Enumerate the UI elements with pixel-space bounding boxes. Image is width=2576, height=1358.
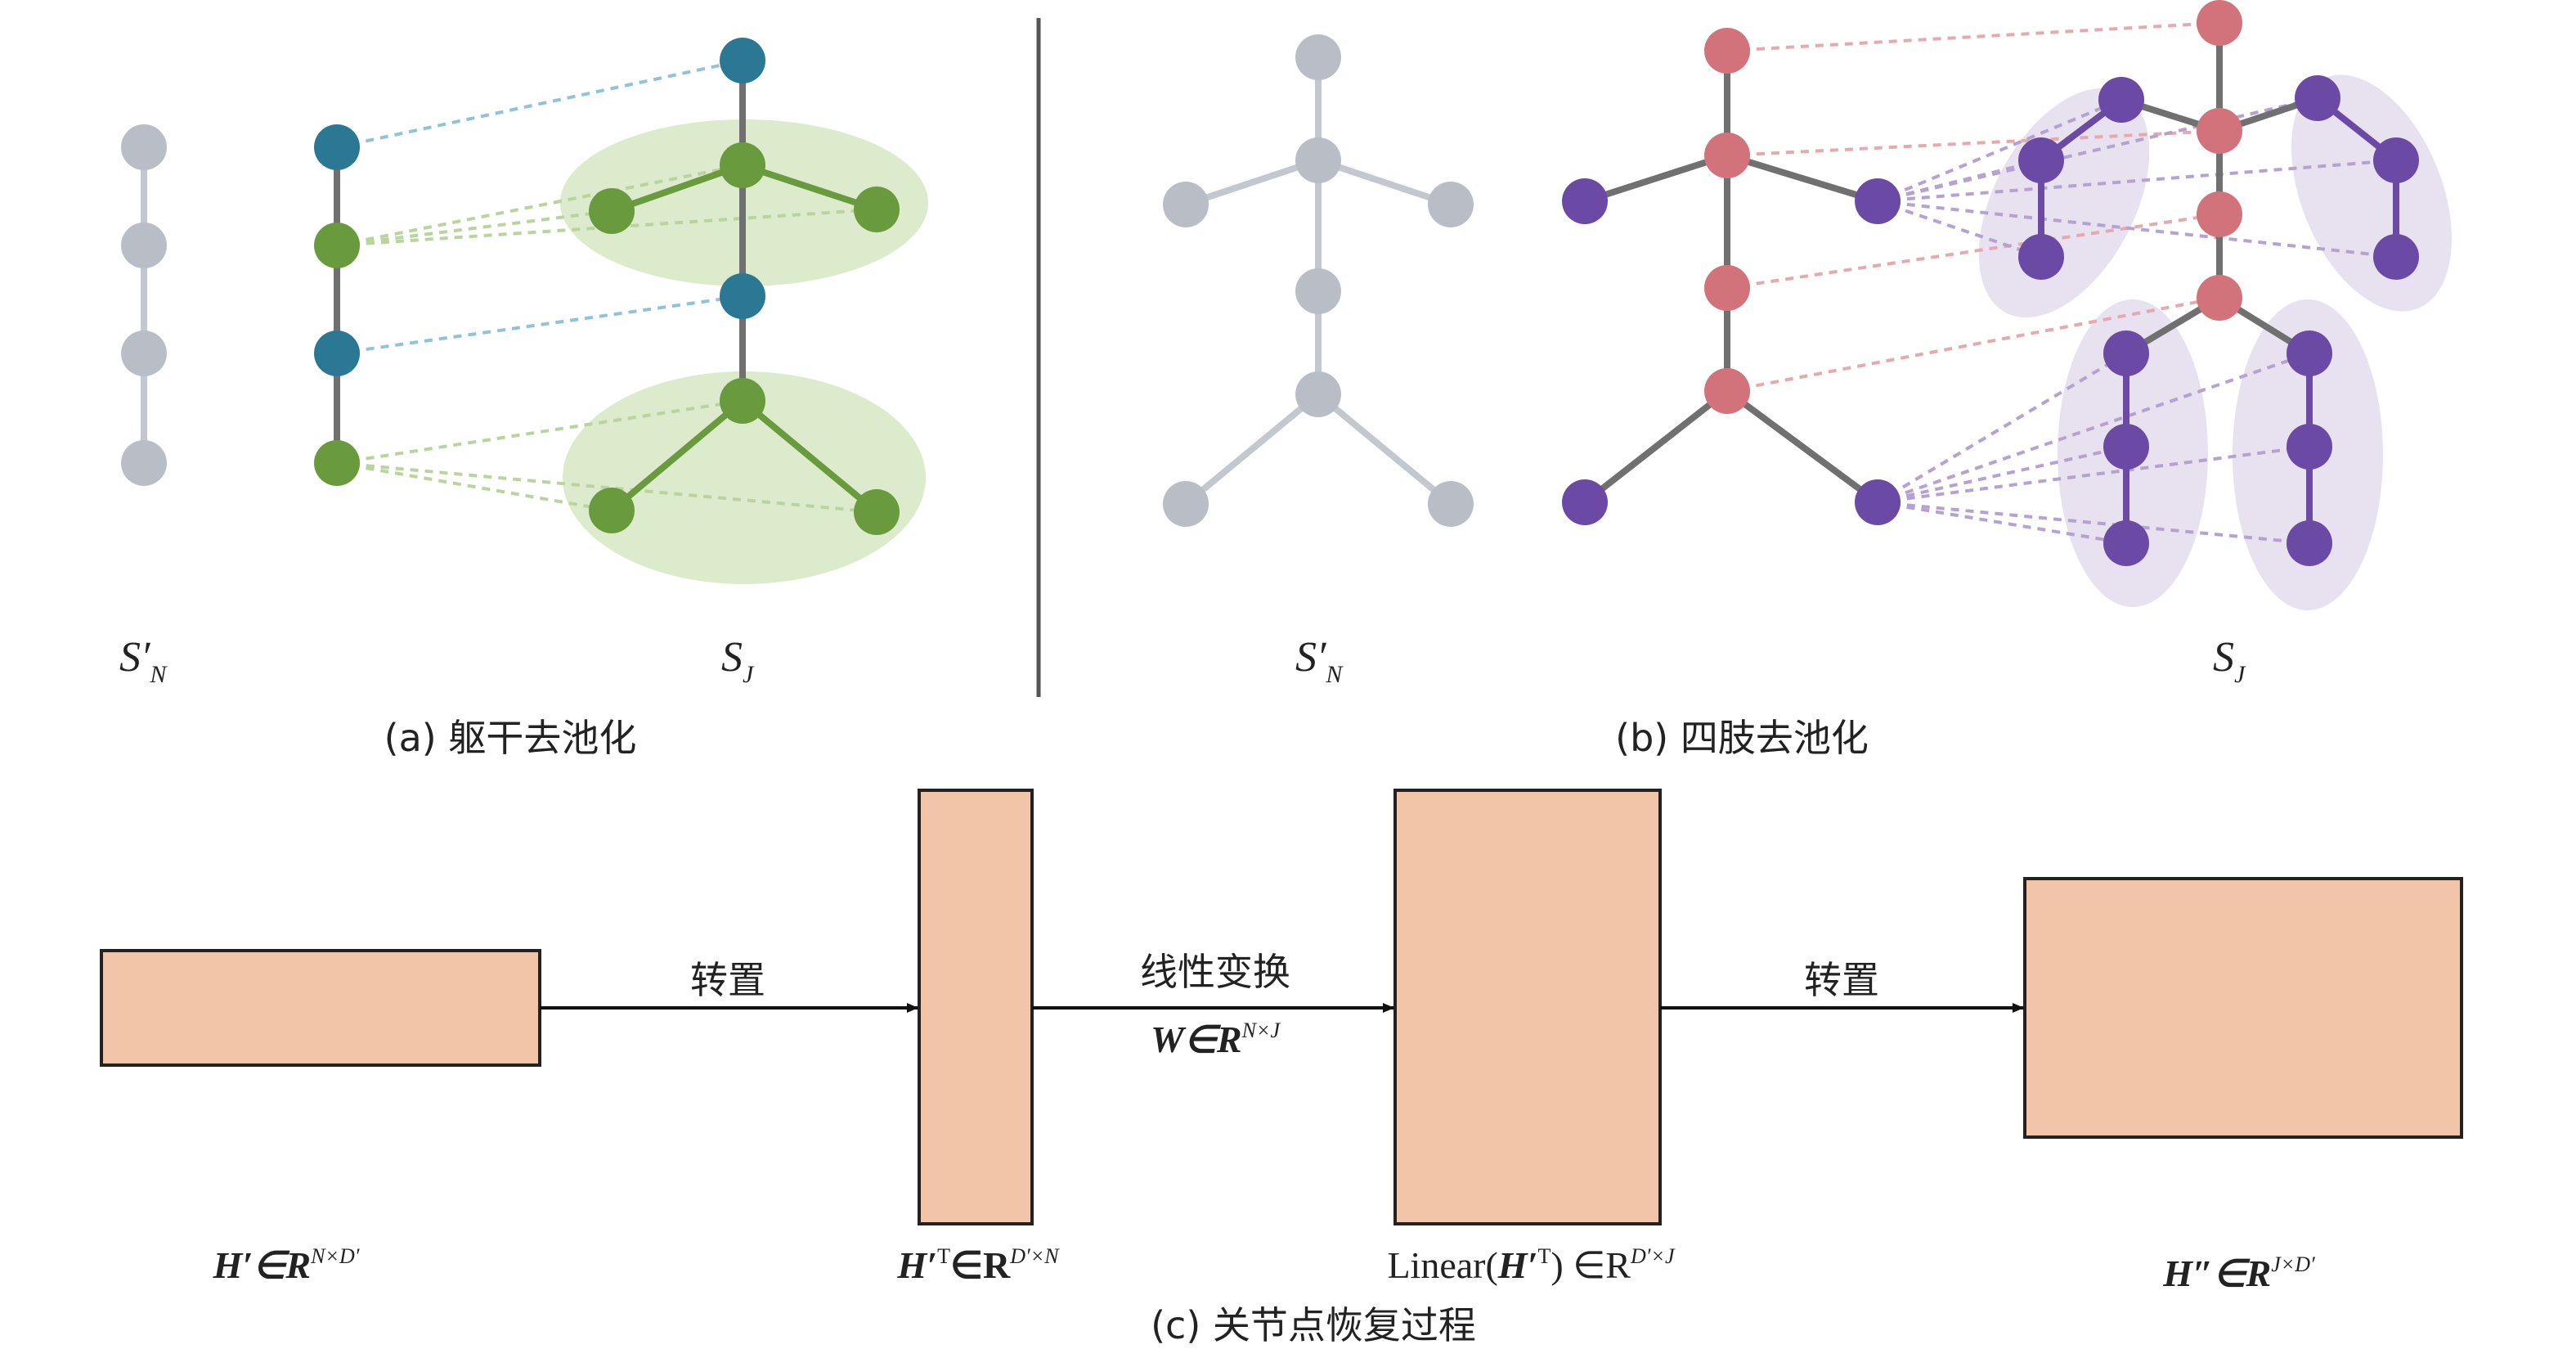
pooled-node <box>1295 371 1341 417</box>
pooled-node <box>121 440 167 486</box>
unpooled-skeleton <box>1562 28 1901 525</box>
joint-node <box>589 188 635 234</box>
skeleton-a <box>589 38 900 535</box>
joint-node <box>2197 275 2242 321</box>
panel-b: S′N SJ (b) 四肢去池化 <box>1163 0 2452 760</box>
pooled-node <box>1295 268 1341 314</box>
pooled-node <box>1428 481 1474 527</box>
label-s-j-b: SJ <box>2213 634 2246 688</box>
right-arm-ellipse <box>2291 74 2452 312</box>
joint-node <box>720 378 765 424</box>
matrix-linear <box>1393 789 1662 1225</box>
box-label-h-prime-t: H′T∈RD′×N <box>896 1244 1060 1286</box>
head-node <box>314 124 360 170</box>
pooled-node <box>121 223 167 268</box>
limb-node <box>1855 479 1901 525</box>
label-s-n-b: S′N <box>1295 634 1344 688</box>
joint-node <box>2373 137 2419 183</box>
joint-node <box>2103 520 2149 566</box>
joint-node <box>2018 137 2064 183</box>
pooled-node <box>1295 137 1341 183</box>
caption-a: (a) 躯干去池化 <box>384 716 637 760</box>
torso-node <box>1704 265 1750 311</box>
arm-node <box>314 223 360 268</box>
torso-node <box>1704 368 1750 414</box>
arrow-label-transpose-2: 转置 <box>1804 958 1879 1002</box>
torso-node <box>1704 133 1750 178</box>
caption-b: (b) 四肢去池化 <box>1615 716 1869 760</box>
pooled-node <box>1295 34 1341 80</box>
correspondence-lines-b <box>1726 21 2397 545</box>
matrix-h-prime-t <box>918 789 1034 1225</box>
joint-node <box>2287 424 2332 470</box>
joint-node <box>2287 520 2332 566</box>
arrow-label-linear: 线性变换 <box>1140 950 1290 994</box>
pooled-node <box>1428 182 1474 227</box>
pooled-skeleton <box>1163 34 1474 527</box>
joint-node <box>720 273 765 319</box>
spine-node <box>314 331 360 376</box>
joint-node <box>2373 234 2419 280</box>
box-label-h-prime: H′∈RN×D′ <box>213 1244 360 1286</box>
limb-node <box>1855 178 1901 224</box>
joint-node <box>2197 191 2242 237</box>
label-s-j-a: SJ <box>721 634 755 688</box>
joint-node <box>854 489 900 535</box>
matrix-h-prime <box>100 949 541 1067</box>
joint-node <box>2103 331 2149 376</box>
joint-node <box>2287 331 2332 376</box>
panel-c: 转置 线性变换 W∈RN×J 转置 H′∈RN×D′ H′T∈RD′×N Lin… <box>100 789 2463 1347</box>
pooled-node <box>121 124 167 170</box>
leg-node <box>314 440 360 486</box>
joint-node <box>720 142 765 188</box>
box-label-h-double-prime: H″∈RJ×D′ <box>2162 1252 2315 1294</box>
pooled-node <box>121 331 167 376</box>
joint-node <box>2197 0 2242 46</box>
unpooled-chain <box>314 124 360 486</box>
label-s-n-a: S′N <box>119 634 168 688</box>
arrow-formula-linear: W∈RN×J <box>1151 1019 1281 1060</box>
pooled-node <box>1163 182 1209 227</box>
skeleton-b <box>2018 0 2419 566</box>
limb-node <box>1562 479 1608 525</box>
matrix-h-double-prime <box>2023 877 2463 1139</box>
joint-node <box>2197 108 2242 154</box>
joint-node <box>720 38 765 83</box>
arrow-label-transpose-1: 转置 <box>690 958 765 1002</box>
joint-node <box>589 488 635 533</box>
pooled-node <box>1163 481 1209 527</box>
box-label-linear: Linear(H′T) ∈RD′×J <box>1387 1244 1676 1286</box>
limb-node <box>1562 178 1608 224</box>
panel-a: S′N SJ (a) 躯干去池化 <box>119 38 928 760</box>
caption-c: (c) 关节点恢复过程 <box>1151 1303 1476 1347</box>
joint-node <box>2295 75 2340 121</box>
joint-node <box>2018 234 2064 280</box>
torso-node <box>1704 28 1750 74</box>
leg-group-ellipse <box>563 371 926 584</box>
joint-node <box>2098 77 2144 123</box>
joint-node <box>2103 424 2149 470</box>
pooled-torso-chain <box>121 124 167 486</box>
joint-node <box>854 187 900 232</box>
correspondence-lines-a <box>336 59 877 514</box>
